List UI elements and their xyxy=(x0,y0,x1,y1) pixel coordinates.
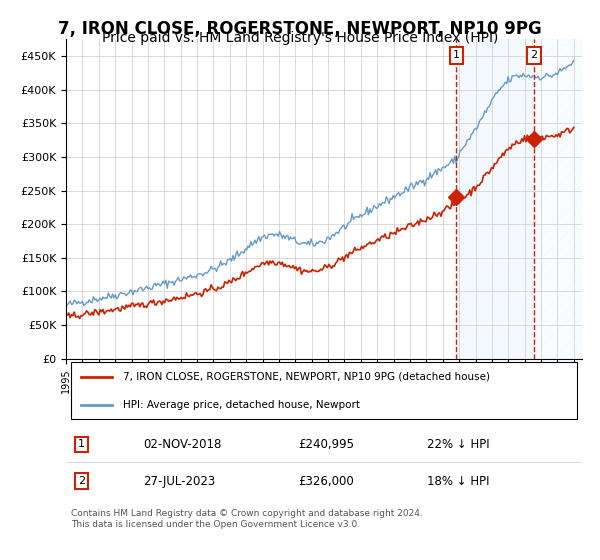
Text: £240,995: £240,995 xyxy=(298,438,354,451)
Text: 27-JUL-2023: 27-JUL-2023 xyxy=(143,474,215,488)
Text: 2: 2 xyxy=(530,50,538,60)
Text: 22% ↓ HPI: 22% ↓ HPI xyxy=(427,438,490,451)
Text: £326,000: £326,000 xyxy=(298,474,354,488)
Text: 18% ↓ HPI: 18% ↓ HPI xyxy=(427,474,490,488)
Text: 7, IRON CLOSE, ROGERSTONE, NEWPORT, NP10 9PG: 7, IRON CLOSE, ROGERSTONE, NEWPORT, NP10… xyxy=(58,20,542,38)
Text: 2: 2 xyxy=(78,476,85,486)
Text: 7, IRON CLOSE, ROGERSTONE, NEWPORT, NP10 9PG (detached house): 7, IRON CLOSE, ROGERSTONE, NEWPORT, NP10… xyxy=(123,371,490,381)
Text: 02-NOV-2018: 02-NOV-2018 xyxy=(143,438,222,451)
FancyBboxPatch shape xyxy=(71,362,577,419)
Text: 1: 1 xyxy=(453,50,460,60)
Text: 1: 1 xyxy=(78,440,85,449)
Text: Contains HM Land Registry data © Crown copyright and database right 2024.
This d: Contains HM Land Registry data © Crown c… xyxy=(71,509,423,529)
Text: Price paid vs. HM Land Registry's House Price Index (HPI): Price paid vs. HM Land Registry's House … xyxy=(102,31,498,45)
Text: HPI: Average price, detached house, Newport: HPI: Average price, detached house, Newp… xyxy=(123,400,360,409)
Bar xyxy=(534,39,582,358)
Bar xyxy=(457,39,534,358)
